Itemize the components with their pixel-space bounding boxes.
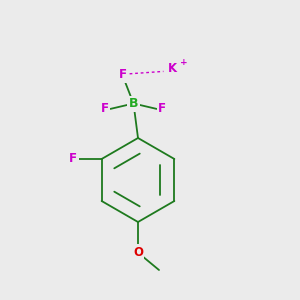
Text: +: +: [180, 58, 188, 67]
Text: F: F: [158, 102, 166, 116]
Text: F: F: [69, 152, 77, 166]
Text: F: F: [119, 68, 127, 82]
Text: O: O: [133, 245, 143, 259]
Text: K: K: [168, 62, 177, 76]
Text: F: F: [101, 102, 109, 116]
Text: B: B: [129, 97, 138, 110]
